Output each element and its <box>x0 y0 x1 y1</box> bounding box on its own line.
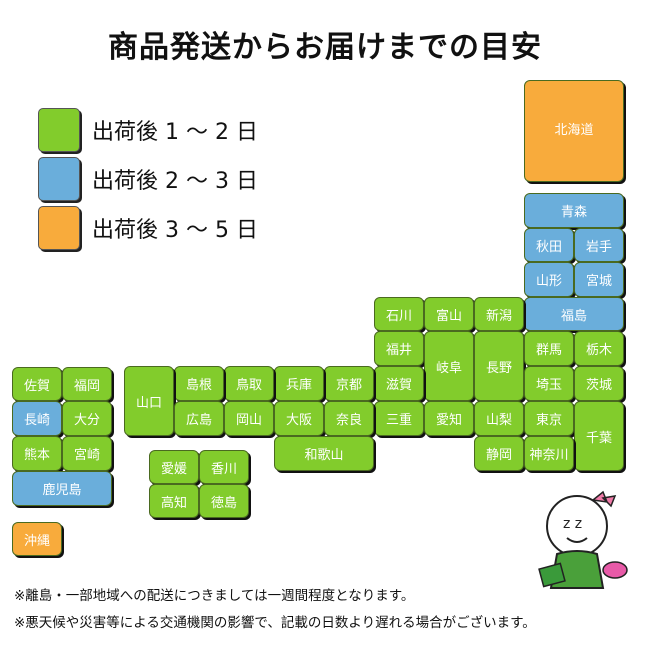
prefecture-fast: 新潟 <box>474 297 524 331</box>
prefecture-fast: 高知 <box>149 484 199 518</box>
prefecture-fast: 和歌山 <box>274 436 374 471</box>
prefecture-mid: 福島 <box>524 297 624 331</box>
prefecture-fast: 三重 <box>374 401 424 436</box>
note-weather-delay: ※悪天候や災害等による交通機関の影響で、記載の日数より遅れる場合がございます。 <box>14 615 536 631</box>
prefecture-fast: 栃木 <box>574 331 624 366</box>
prefecture-fast: 香川 <box>199 450 249 484</box>
prefecture-fast: 佐賀 <box>12 367 62 401</box>
prefecture-fast: 茨城 <box>574 366 624 401</box>
prefecture-slow: 沖縄 <box>12 522 62 556</box>
prefecture-fast: 熊本 <box>12 436 62 471</box>
legend-label: 出荷後 3 〜 5 日 <box>92 218 258 243</box>
legend-swatch-fast <box>38 108 80 152</box>
prefecture-mid: 山形 <box>524 262 574 297</box>
prefecture-mid: 鹿児島 <box>12 471 112 506</box>
prefecture-fast: 徳島 <box>199 484 249 518</box>
prefecture-fast: 大阪 <box>274 401 324 436</box>
prefecture-fast: 滋賀 <box>374 366 424 401</box>
prefecture-fast: 千葉 <box>574 401 624 471</box>
prefecture-fast: 奈良 <box>324 401 374 436</box>
svg-text:z z: z z <box>563 516 582 532</box>
legend-swatch-slow <box>38 206 80 250</box>
prefecture-fast: 島根 <box>174 366 224 401</box>
prefecture-fast: 富山 <box>424 297 474 331</box>
prefecture-fast: 大分 <box>62 401 112 436</box>
page-title: 商品発送からお届けまでの目安 <box>108 30 542 65</box>
prefecture-mid: 秋田 <box>524 228 574 262</box>
prefecture-fast: 福岡 <box>62 367 112 401</box>
prefecture-fast: 山口 <box>124 366 174 436</box>
prefecture-fast: 鳥取 <box>224 366 274 401</box>
prefecture-fast: 長野 <box>474 331 524 401</box>
legend-label: 出荷後 2 〜 3 日 <box>92 169 258 194</box>
prefecture-mid: 長崎 <box>12 401 62 436</box>
legend-item-fast: 出荷後 1 〜 2 日 <box>38 108 258 152</box>
prefecture-slow: 北海道 <box>524 80 624 182</box>
prefecture-fast: 山梨 <box>474 401 524 436</box>
prefecture-fast: 石川 <box>374 297 424 331</box>
note-remote-islands: ※離島・一部地域への配送につきましては一週間程度となります。 <box>14 588 415 604</box>
prefecture-mid: 岩手 <box>574 228 624 262</box>
legend-item-slow: 出荷後 3 〜 5 日 <box>38 206 258 250</box>
prefecture-mid: 宮城 <box>574 262 624 297</box>
prefecture-fast: 神奈川 <box>524 436 574 471</box>
prefecture-mid: 青森 <box>524 193 624 228</box>
prefecture-fast: 宮崎 <box>62 436 112 471</box>
prefecture-fast: 広島 <box>174 401 224 436</box>
prefecture-fast: 群馬 <box>524 331 574 366</box>
prefecture-fast: 福井 <box>374 331 424 366</box>
prefecture-fast: 京都 <box>324 366 374 401</box>
legend-item-mid: 出荷後 2 〜 3 日 <box>38 157 258 201</box>
prefecture-fast: 愛媛 <box>149 450 199 484</box>
legend-label: 出荷後 1 〜 2 日 <box>92 120 258 145</box>
prefecture-fast: 兵庫 <box>274 366 324 401</box>
prefecture-fast: 岡山 <box>224 401 274 436</box>
prefecture-fast: 静岡 <box>474 436 524 471</box>
legend-swatch-mid <box>38 157 80 201</box>
prefecture-fast: 愛知 <box>424 401 474 436</box>
prefecture-fast: 東京 <box>524 401 574 436</box>
prefecture-fast: 埼玉 <box>524 366 574 401</box>
mascot-illustration: z z <box>538 490 628 589</box>
prefecture-fast: 岐阜 <box>424 331 474 401</box>
